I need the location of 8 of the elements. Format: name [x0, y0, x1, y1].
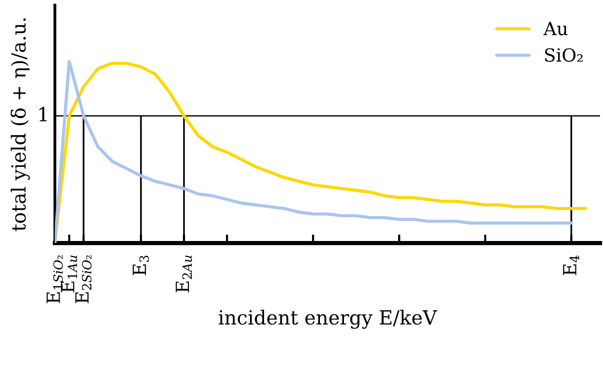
legend-label: SiO₂: [545, 48, 583, 62]
x-tick-label: E$_{2Au}$: [176, 256, 192, 292]
text: 1: [39, 106, 47, 122]
legend-label: Au: [543, 22, 568, 36]
x-axis-title: incident energy E/keV: [218, 310, 438, 329]
x-tick-label: E$_{4}$: [563, 255, 580, 276]
y-axis-title: total yield (δ + η)/a.u.: [10, 18, 30, 232]
x-tick-label: E$_{3}$: [132, 256, 149, 276]
